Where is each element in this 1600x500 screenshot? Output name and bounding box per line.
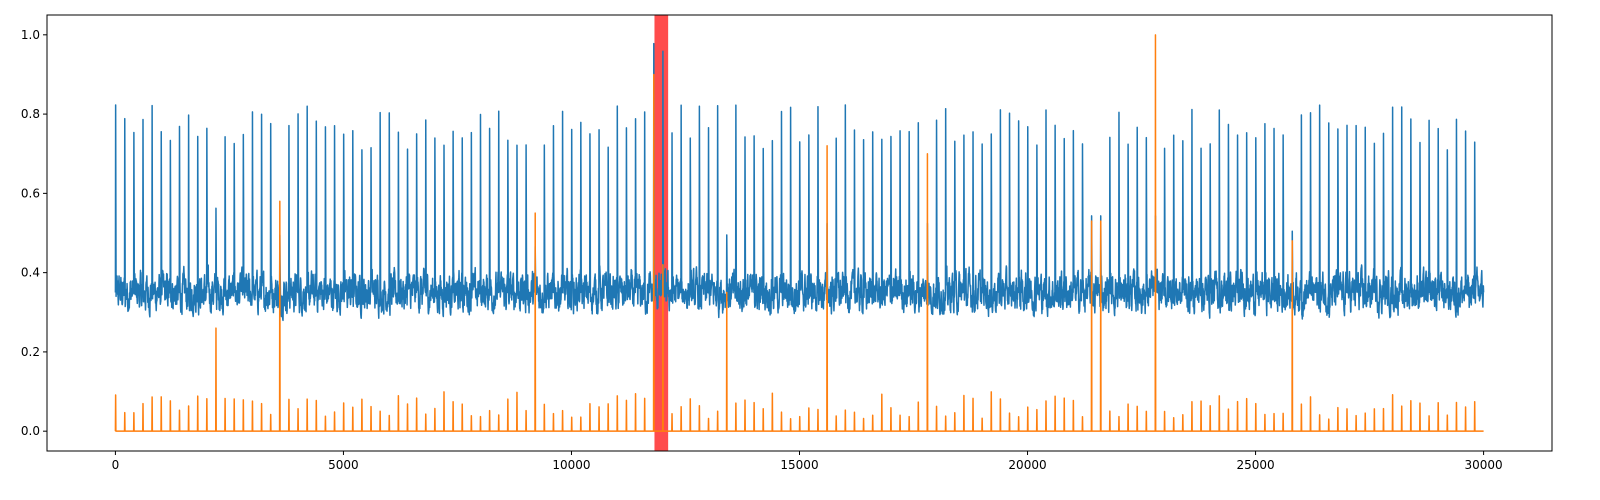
x-tick-label: 30000 [1464,458,1502,472]
highlight-region [654,15,669,451]
y-tick-label: 0.2 [21,345,40,359]
x-tick-label: 15000 [780,458,818,472]
x-tick-label: 20000 [1008,458,1046,472]
y-tick-label: 0.8 [21,107,40,121]
y-tick-label: 0.4 [21,266,40,280]
x-axis: 0 5000 10000 15000 20000 25000 30000 [112,451,1503,472]
y-tick-label: 0.0 [21,424,40,438]
series-orange-line [114,34,1485,432]
y-axis: 0.0 0.2 0.4 0.6 0.8 1.0 [21,28,47,438]
x-tick-label: 10000 [552,458,590,472]
plot-area [114,15,1485,451]
x-tick-label: 0 [112,458,120,472]
x-tick-label: 25000 [1236,458,1274,472]
y-tick-label: 0.6 [21,186,40,200]
y-tick-label: 1.0 [21,28,40,42]
series-blue-line [114,42,1485,322]
x-tick-label: 5000 [328,458,359,472]
